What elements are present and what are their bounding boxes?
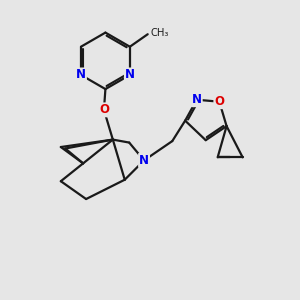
- Text: N: N: [125, 68, 135, 82]
- Text: O: O: [99, 103, 109, 116]
- Text: CH₃: CH₃: [150, 28, 169, 38]
- Text: O: O: [214, 95, 224, 108]
- Text: N: N: [76, 68, 86, 82]
- Text: N: N: [192, 93, 202, 106]
- Text: N: N: [139, 154, 149, 167]
